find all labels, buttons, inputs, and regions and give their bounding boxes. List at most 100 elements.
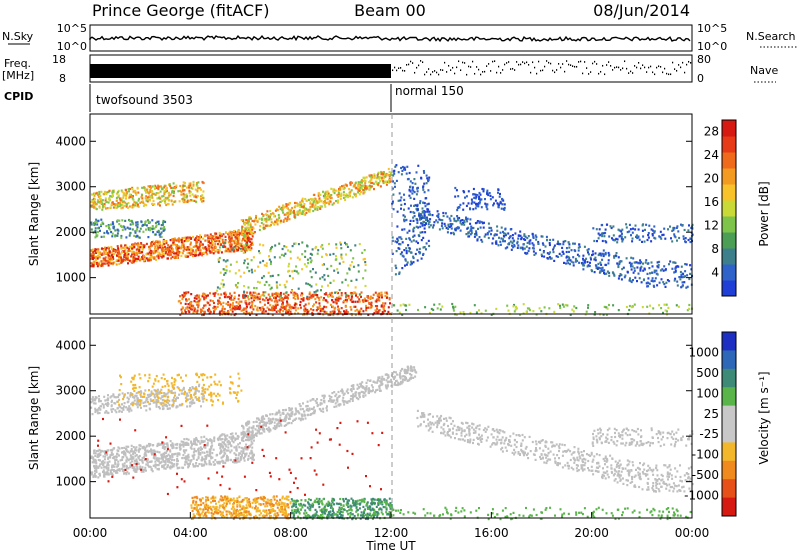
cell <box>229 263 232 266</box>
cell <box>231 304 234 307</box>
cell <box>217 243 219 246</box>
cell <box>516 240 519 243</box>
cell <box>339 297 342 300</box>
cell <box>636 280 638 283</box>
cell <box>633 269 636 272</box>
cell <box>354 193 357 196</box>
cell <box>108 228 111 231</box>
cell <box>190 241 192 244</box>
cell <box>171 447 174 450</box>
cell <box>102 192 105 196</box>
cell <box>618 262 621 265</box>
cell <box>211 248 214 252</box>
cell <box>568 246 571 249</box>
cell <box>110 223 112 226</box>
cell <box>111 466 113 469</box>
cell <box>394 264 397 267</box>
cell <box>118 262 121 265</box>
cell <box>535 238 538 241</box>
cell <box>200 242 203 245</box>
cell <box>277 274 280 277</box>
freq-dot <box>484 70 486 73</box>
cell <box>104 207 107 210</box>
cell <box>106 231 109 234</box>
cell <box>409 185 412 188</box>
cell <box>107 191 110 194</box>
cell <box>398 272 401 275</box>
cell <box>612 234 615 237</box>
cell <box>666 279 669 282</box>
cell <box>218 246 221 249</box>
cell <box>347 196 350 199</box>
cell <box>228 232 230 235</box>
cell <box>233 291 236 294</box>
cell <box>406 231 409 234</box>
cell <box>403 168 405 171</box>
cell <box>427 239 430 242</box>
cell <box>196 195 199 198</box>
cell <box>403 193 405 196</box>
cell <box>348 194 351 197</box>
freq-dot <box>626 67 628 70</box>
cell <box>365 299 367 302</box>
cell <box>208 448 211 451</box>
cell <box>335 246 338 249</box>
cell <box>171 238 174 241</box>
cell <box>136 228 139 231</box>
cell <box>127 248 130 251</box>
cell <box>395 266 398 270</box>
cell <box>507 232 510 235</box>
cell <box>363 257 366 261</box>
cell <box>354 300 357 303</box>
freq-dot <box>414 71 416 74</box>
cell <box>621 240 624 243</box>
cell <box>269 308 272 311</box>
cell <box>418 247 421 250</box>
cell <box>200 195 202 198</box>
cell <box>399 199 402 202</box>
cell <box>304 213 307 216</box>
cell <box>102 463 105 467</box>
cell <box>314 271 317 274</box>
cell <box>251 271 254 274</box>
cell <box>423 214 426 218</box>
cell <box>120 236 123 239</box>
cell <box>349 306 352 309</box>
cell <box>409 190 412 193</box>
cell <box>193 440 195 443</box>
cell <box>193 309 196 312</box>
cell <box>289 212 292 215</box>
cell <box>462 311 465 314</box>
cell <box>392 174 395 177</box>
nsearch-tick-top: 10^5 <box>697 22 727 35</box>
cell <box>209 233 212 236</box>
cell <box>262 227 265 231</box>
cell <box>604 228 607 231</box>
cell <box>138 259 141 262</box>
cell <box>292 296 295 299</box>
cell <box>282 219 285 222</box>
cell <box>144 188 147 191</box>
cell <box>152 256 155 259</box>
cell <box>295 293 298 296</box>
cell <box>250 259 253 262</box>
cell <box>159 185 162 188</box>
cell <box>292 293 295 296</box>
cell <box>418 216 421 219</box>
cell <box>427 208 430 211</box>
cell <box>441 227 444 230</box>
cell <box>652 284 655 287</box>
cell <box>415 171 418 174</box>
cell <box>246 266 249 269</box>
cell <box>140 196 143 199</box>
cell <box>120 256 123 259</box>
cell <box>271 245 273 249</box>
freq-dot <box>514 69 516 71</box>
cell <box>387 310 390 313</box>
cell <box>179 444 182 447</box>
freq-dot <box>560 66 562 69</box>
cell <box>350 293 353 296</box>
cell <box>662 233 665 236</box>
cell <box>290 307 292 310</box>
cell <box>199 448 202 451</box>
